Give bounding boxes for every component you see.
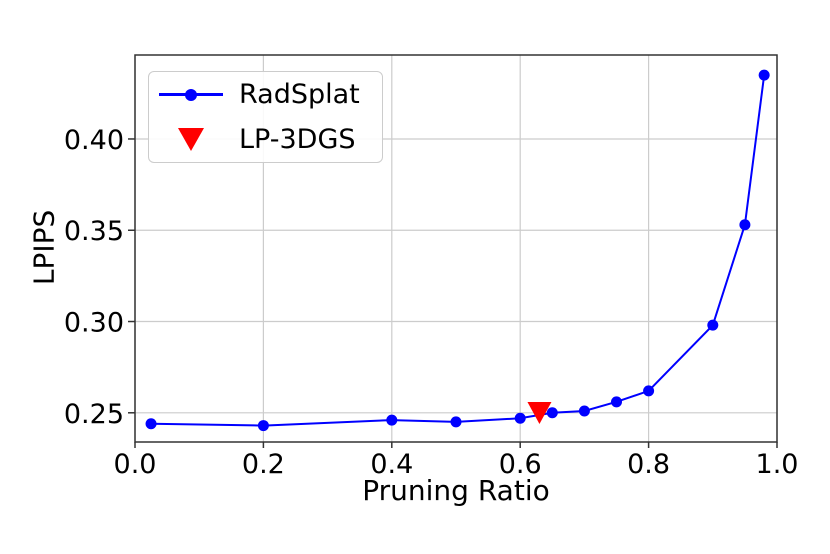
radsplat-data-point xyxy=(739,219,751,231)
legend: RadSplat LP-3DGS xyxy=(148,71,383,163)
radsplat-data-point xyxy=(643,385,655,397)
x-axis-label: Pruning Ratio xyxy=(362,474,550,507)
radsplat-data-point xyxy=(707,319,719,331)
radsplat-data-point xyxy=(386,414,398,426)
legend-label-radsplat: RadSplat xyxy=(239,79,360,110)
legend-item-lp3dgs: LP-3DGS xyxy=(149,117,382,162)
y-tick-label: 0.25 xyxy=(64,399,124,430)
y-tick-label: 0.35 xyxy=(64,216,124,247)
radsplat-data-point xyxy=(257,420,269,432)
radsplat-line xyxy=(151,74,766,427)
radsplat-data-point xyxy=(546,407,558,419)
legend-dot-sample xyxy=(185,88,197,101)
plot-border xyxy=(134,54,778,443)
x-tick-label: 0.2 xyxy=(242,449,285,480)
legend-triangle-sample xyxy=(178,128,204,151)
radsplat-data-point xyxy=(145,418,157,430)
legend-item-radsplat: RadSplat xyxy=(149,72,382,117)
x-tick-label: 0.0 xyxy=(114,449,157,480)
radsplat-data-point xyxy=(514,412,526,424)
x-tick-label: 0.4 xyxy=(370,449,413,480)
radsplat-data-point xyxy=(450,416,462,428)
lp3dgs-marker xyxy=(527,401,552,424)
radsplat-data-point xyxy=(578,405,590,417)
radsplat-data-point xyxy=(758,69,770,81)
y-tick-label: 0.40 xyxy=(64,125,124,156)
x-tick-label: 0.6 xyxy=(499,449,542,480)
y-axis-label: LPIPS xyxy=(27,209,61,286)
lp3dgs-triangle-icon xyxy=(159,125,223,155)
y-tick-label: 0.30 xyxy=(64,308,124,339)
x-tick-label: 0.8 xyxy=(627,449,670,480)
x-tick-label: 1.0 xyxy=(756,449,799,480)
radsplat-data-point xyxy=(611,396,622,408)
radsplat-line-marker-icon xyxy=(159,80,223,110)
legend-label-lp3dgs: LP-3DGS xyxy=(239,124,356,155)
